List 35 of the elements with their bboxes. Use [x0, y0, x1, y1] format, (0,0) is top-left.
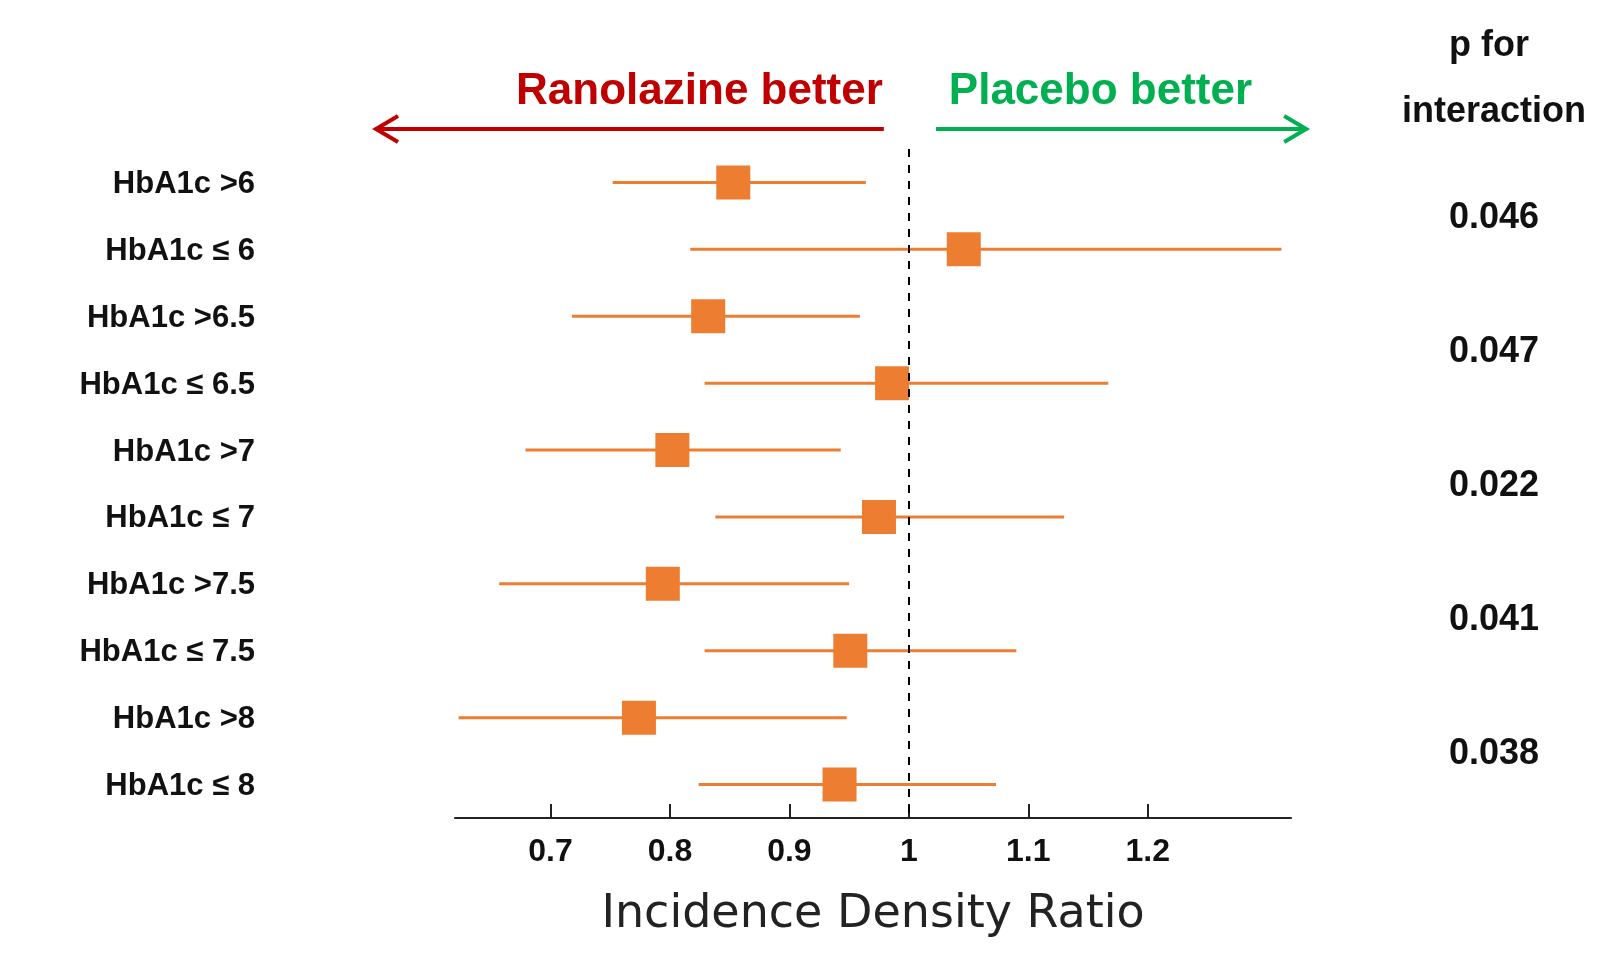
text: 0.046: [1448, 195, 1540, 237]
point: [946, 232, 981, 267]
text: 0.041: [1448, 596, 1540, 638]
point: [822, 767, 857, 802]
x-axis-title: Incidence Density Ratio: [601, 884, 1145, 938]
y-tick-label: HbA1c ≤ 6: [105, 231, 255, 267]
text: p for interaction: [1401, 22, 1587, 130]
point: [645, 566, 680, 601]
point: [875, 366, 910, 401]
text: 0.047: [1448, 329, 1540, 371]
point: [655, 433, 690, 468]
text: 0.022: [1448, 463, 1540, 504]
x-tick-label: 1: [899, 832, 918, 868]
x-tick-label: 1.2: [1125, 832, 1170, 868]
y-tick-label: HbA1c ≤ 6.5: [79, 365, 255, 401]
x-tick-label: 0.8: [647, 832, 693, 868]
x-tick-label: 0.9: [767, 832, 812, 868]
x-tick-label: 0.7: [528, 832, 573, 868]
point: [621, 700, 656, 735]
y-tick-label: HbA1c ≤ 7: [105, 499, 255, 535]
y-tick-label: HbA1c ≤ 7.5: [79, 633, 255, 669]
text: 0.038: [1448, 730, 1540, 772]
y-tick-label: HbA1c >6.5: [86, 298, 255, 334]
x-tick-label: 1.1: [1006, 832, 1051, 868]
y-tick-label: HbA1c >7: [112, 432, 255, 468]
y-tick-label: HbA1c >8: [112, 700, 255, 736]
point: [861, 499, 896, 534]
point: [691, 299, 726, 334]
text: Ranolazine better: [516, 63, 883, 113]
point: [716, 165, 751, 200]
point: [833, 633, 868, 668]
y-tick-label: HbA1c >7.5: [86, 566, 255, 602]
y-tick-label: HbA1c ≤ 8: [105, 767, 255, 803]
text: Placebo better: [948, 63, 1253, 113]
y-tick-label: HbA1c >6: [112, 164, 255, 200]
